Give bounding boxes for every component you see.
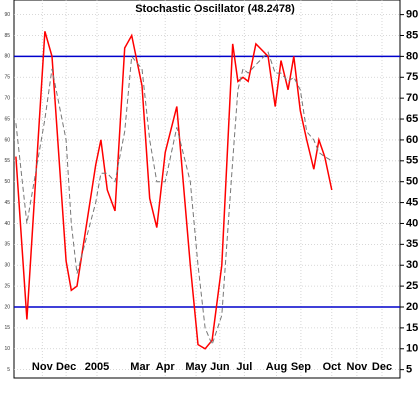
x-tick-label: Nov [347,361,369,373]
x-tick-label: Apr [156,361,176,373]
x-tick-label: Mar [130,361,150,373]
x-tick-label: May [185,361,207,373]
x-tick-label: Sep [291,361,311,373]
y-tick-label: 90 [406,9,418,21]
y-tick-label-left: 80 [4,54,10,60]
y-tick-label-left: 10 [4,346,10,352]
y-tick-label: 5 [406,364,412,376]
x-tick-label: Nov [32,361,54,373]
y-tick-label-left: 45 [4,200,10,206]
x-tick-label: Jun [210,361,230,373]
y-tick-label-left: 75 [4,75,10,81]
y-tick-label-left: 30 [4,263,10,269]
y-tick-label: 55 [406,155,418,167]
y-tick-label-left: 70 [4,95,10,101]
x-tick-label: Dec [56,361,76,373]
y-tick-label-left: 20 [4,304,10,310]
y-tick-label-left: 65 [4,116,10,122]
series-line [15,51,333,347]
y-tick-label: 30 [406,259,418,271]
y-tick-label-left: 90 [4,12,10,18]
y-tick-label: 65 [406,113,418,125]
y-tick-label: 35 [406,238,418,250]
y-tick-label-left: 85 [4,33,10,39]
y-tick-label-left: 50 [4,179,10,185]
x-tick-label: Oct [323,361,342,373]
chart-title: Stochastic Oscillator (48.2478) [135,3,295,15]
y-tick-label: 45 [406,196,418,208]
x-tick-label: Aug [266,361,287,373]
y-tick-label: 75 [406,71,418,83]
y-tick-label-left: 60 [4,137,10,143]
x-tick-label: Dec [372,361,392,373]
y-tick-label-left: 55 [4,158,10,164]
y-tick-label: 80 [406,50,418,62]
series-line [15,31,333,350]
y-tick-label-left: 25 [4,283,10,289]
y-tick-label: 40 [406,217,418,229]
x-tick-label: 2005 [85,361,109,373]
y-tick-label: 85 [406,29,418,41]
y-tick-label: 25 [406,280,418,292]
y-tick-label-left: 40 [4,221,10,227]
x-tick-label: Jul [236,361,252,373]
y-tick-label: 20 [406,301,418,313]
y-tick-label: 10 [406,343,418,355]
y-tick-label: 15 [406,322,418,334]
y-tick-label-left: 35 [4,242,10,248]
y-tick-label-left: 15 [4,325,10,331]
y-tick-label-left: 5 [7,367,10,373]
plot-frame [13,0,401,379]
y-tick-label: 60 [406,134,418,146]
y-tick-label: 70 [406,92,418,104]
y-tick-label: 50 [406,176,418,188]
